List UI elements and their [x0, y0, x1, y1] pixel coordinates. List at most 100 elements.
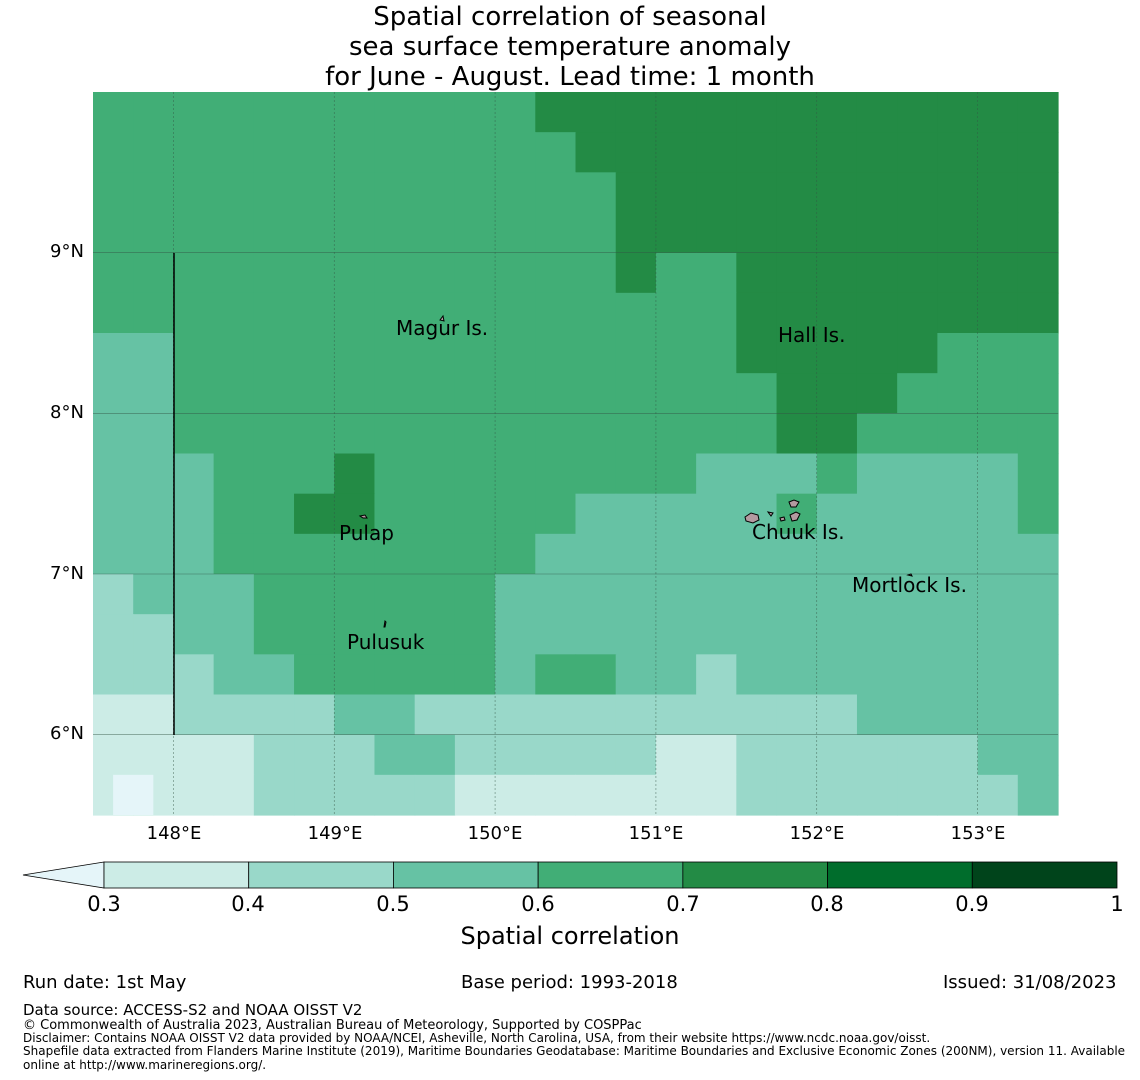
grid-cell	[937, 774, 979, 816]
grid-cell	[334, 614, 376, 655]
grid-cell	[575, 252, 617, 294]
grid-cell	[454, 734, 496, 776]
grid-cell	[334, 734, 376, 776]
grid-cell	[977, 292, 1019, 334]
grid-cell	[575, 694, 617, 736]
grid-cell	[776, 413, 818, 455]
grid-cell	[856, 694, 898, 736]
grid-cell	[93, 533, 134, 575]
grid-cell	[173, 493, 215, 535]
grid-cell	[495, 734, 536, 776]
grid-cell	[374, 654, 416, 696]
place-label-magur: Magur Is.	[396, 316, 489, 340]
grid-cell	[776, 574, 818, 615]
grid-cell	[133, 413, 175, 455]
grid-cell	[856, 654, 898, 696]
grid-cell	[253, 493, 295, 535]
grid-cell	[133, 614, 175, 655]
grid-cell	[937, 614, 979, 655]
grid-cell	[374, 453, 416, 495]
grid-cell	[253, 373, 295, 414]
colorbar-label: Spatial correlation	[460, 922, 680, 950]
colorbar-extend-arrow	[22, 861, 105, 889]
grid-cell	[575, 654, 617, 696]
grid-cell	[93, 694, 134, 736]
grid-cell	[696, 654, 737, 696]
grid-cell	[615, 413, 657, 455]
grid-cell	[495, 333, 536, 374]
grid-cell	[213, 292, 255, 334]
grid-cell	[253, 574, 295, 615]
grid-cell	[213, 252, 255, 294]
grid-cell	[213, 172, 255, 214]
grid-cell	[93, 333, 134, 374]
grid-cell	[615, 614, 657, 655]
pulap-island-shape	[358, 514, 368, 519]
grid-cell	[454, 654, 496, 696]
grid-cell	[535, 172, 577, 214]
grid-cell	[334, 533, 376, 575]
grid-cell	[133, 132, 175, 173]
grid-cell	[173, 734, 215, 776]
grid-cell	[173, 292, 215, 334]
grid-cell	[173, 413, 215, 455]
grid-cell	[253, 533, 295, 575]
grid-cell	[1017, 373, 1059, 414]
grid-cell	[334, 453, 376, 495]
grid-cell	[937, 574, 979, 615]
grid-cell	[897, 453, 938, 495]
grid-cell	[1017, 453, 1059, 495]
grid-cell	[977, 212, 1019, 254]
grid-cell	[93, 132, 134, 173]
grid-cell	[897, 92, 938, 133]
grid-cell	[334, 292, 376, 334]
grid-cell	[897, 252, 938, 294]
grid-cell	[173, 252, 215, 294]
grid-cell	[454, 373, 496, 414]
grid-cell	[897, 533, 938, 575]
grid-cell	[93, 493, 134, 535]
colorbar-tick-0-6: 0.6	[521, 892, 555, 916]
grid-cell	[816, 132, 858, 173]
grid-cell	[253, 453, 295, 495]
colorbar-tick-0-9: 0.9	[955, 892, 989, 916]
copyright: © Commonwealth of Australia 2023, Austra…	[23, 1018, 642, 1033]
grid-cell	[93, 574, 134, 615]
grid-cell	[294, 413, 335, 455]
grid-cell	[93, 614, 134, 655]
grid-cell	[213, 734, 255, 776]
grid-cell	[1017, 172, 1059, 214]
grid-cell	[615, 493, 657, 535]
mortlock-island-shape	[906, 573, 913, 577]
grid-cell	[334, 92, 376, 133]
place-label-pulap: Pulap	[339, 521, 394, 545]
grid-cell	[374, 413, 416, 455]
grid-cell	[173, 654, 215, 696]
grid-cell	[1017, 774, 1059, 816]
grid-cell	[1017, 333, 1059, 374]
grid-cell	[213, 132, 255, 173]
grid-cell	[93, 654, 134, 696]
grid-cell	[334, 252, 376, 294]
grid-cell	[173, 132, 215, 173]
grid-cell	[655, 493, 697, 535]
grid-cell	[937, 734, 979, 776]
grid-cell	[1017, 654, 1059, 696]
grid-cell	[414, 654, 456, 696]
grid-cell	[374, 373, 416, 414]
grid-cell	[213, 413, 255, 455]
disclaimer: Disclaimer: Contains NOAA OISST V2 data …	[23, 1031, 931, 1045]
colorbar-segment	[248, 861, 394, 889]
grid-cell	[535, 533, 577, 575]
grid-cell	[294, 654, 335, 696]
grid-cell	[374, 574, 416, 615]
grid-cell	[897, 574, 938, 615]
grid-cell	[374, 734, 416, 776]
grid-cell	[294, 493, 335, 535]
grid-cell	[294, 92, 335, 133]
grid-cell	[655, 252, 697, 294]
grid-cell	[856, 373, 898, 414]
grid-cell	[93, 292, 134, 334]
chuuk-island-shape-5	[789, 511, 801, 522]
